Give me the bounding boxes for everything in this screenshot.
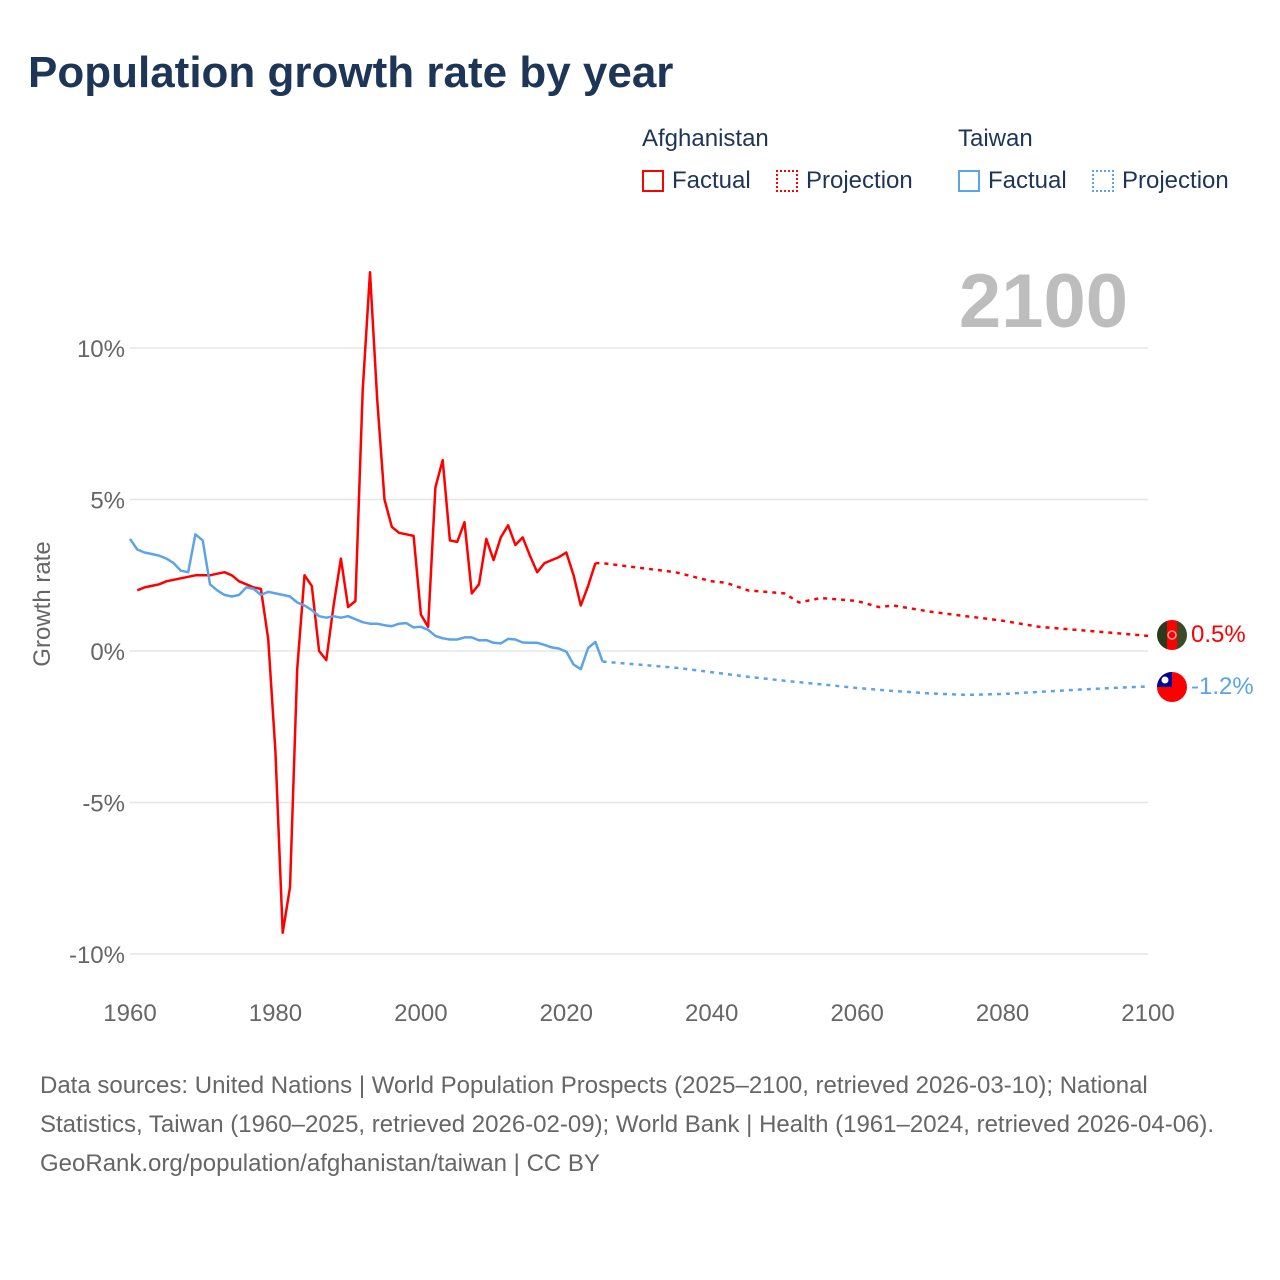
data-sources: Data sources: United Nations | World Pop… [40, 1072, 1215, 1138]
chart-title: Population growth rate by year [28, 48, 674, 97]
footer: Data sources: United Nations | World Pop… [40, 1066, 1250, 1183]
legend-taiwan-factual[interactable]: Factual [958, 167, 1067, 195]
plot-area: 10% 5% 0% -5% -10% 1960 1980 2000 2020 2040 2060 20… [29, 271, 1254, 1027]
y-tick-label: 0% [90, 639, 125, 666]
legend-taiwan-projection[interactable]: Projection [1092, 167, 1229, 195]
legend-group-taiwan: Taiwan [958, 125, 1033, 152]
afghanistan-flag-icon [1157, 620, 1187, 650]
x-tick-label: 2000 [394, 1000, 447, 1027]
credit-link[interactable]: GeoRank.org/population/afghanistan/taiwa… [40, 1150, 600, 1177]
y-tick-label: -5% [82, 791, 125, 818]
y-tick-label: 10% [77, 336, 125, 363]
legend-label: Factual [672, 167, 751, 194]
legend-swatch-solid-red [642, 170, 664, 192]
legend-label: Factual [988, 167, 1067, 194]
x-tick-label: 1980 [249, 1000, 302, 1027]
legend-swatch-dotted-red [776, 170, 798, 192]
current-year-label: 2100 [958, 259, 1128, 344]
legend-swatch-solid-blue [958, 170, 980, 192]
afghanistan-end-label: 0.5% [1191, 621, 1246, 648]
legend-label: Projection [806, 167, 913, 194]
x-tick-label: 2040 [685, 1000, 738, 1027]
series-line-afghanistan-projection [595, 561, 1149, 638]
taiwan-flag-icon [1157, 672, 1187, 702]
series-line-taiwan-factual [128, 533, 604, 671]
y-tick-label: -10% [69, 942, 125, 969]
x-tick-label: 2080 [976, 1000, 1029, 1027]
y-axis-label: Growth rate [29, 541, 56, 666]
legend-afghanistan-projection[interactable]: Projection [776, 167, 913, 195]
x-tick-label: 2060 [830, 1000, 883, 1027]
y-tick-label: 5% [90, 488, 125, 515]
taiwan-end-label: -1.2% [1191, 673, 1254, 700]
legend-label: Projection [1122, 167, 1229, 194]
series-line-taiwan-projection [602, 660, 1149, 697]
legend-afghanistan-factual[interactable]: Factual [642, 167, 751, 195]
series-line-afghanistan-factual [136, 271, 597, 935]
x-tick-label: 2100 [1121, 1000, 1174, 1027]
legend-group-afghanistan: Afghanistan [642, 125, 769, 152]
legend-swatch-dotted-blue [1092, 170, 1114, 192]
x-tick-label: 2020 [540, 1000, 593, 1027]
x-tick-label: 1960 [103, 1000, 156, 1027]
